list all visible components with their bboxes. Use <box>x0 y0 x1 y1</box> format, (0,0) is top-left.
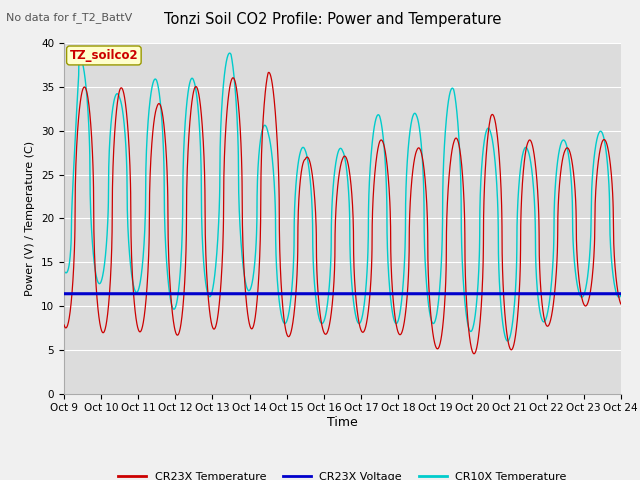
CR23X Voltage <box>617 291 625 297</box>
CR10X Temperature <box>504 338 511 344</box>
CR10X Temperature <box>274 282 282 288</box>
CR23X Temperature <box>274 148 282 154</box>
CR23X Voltage <box>606 291 614 297</box>
CR10X Temperature <box>60 268 68 274</box>
CR23X Voltage <box>60 291 68 297</box>
CR23X Voltage <box>157 291 164 297</box>
Text: TZ_soilco2: TZ_soilco2 <box>70 49 138 62</box>
CR10X Temperature <box>547 292 554 298</box>
CR10X Temperature <box>298 145 306 151</box>
CR10X Temperature <box>226 50 234 56</box>
CR10X Temperature <box>617 292 625 298</box>
CR10X Temperature <box>124 214 131 220</box>
CR23X Temperature <box>265 70 273 75</box>
CR23X Voltage <box>274 291 282 297</box>
CR10X Temperature <box>606 237 614 242</box>
Text: Tonzi Soil CO2 Profile: Power and Temperature: Tonzi Soil CO2 Profile: Power and Temper… <box>164 12 502 27</box>
CR23X Temperature <box>606 160 614 166</box>
CR10X Temperature <box>157 102 164 108</box>
CR23X Voltage <box>124 291 131 297</box>
Line: CR10X Temperature: CR10X Temperature <box>64 53 621 341</box>
Y-axis label: Power (V) / Temperature (C): Power (V) / Temperature (C) <box>26 141 35 296</box>
Text: No data for f_T2_BattV: No data for f_T2_BattV <box>6 12 132 23</box>
X-axis label: Time: Time <box>327 416 358 429</box>
CR23X Temperature <box>298 166 306 171</box>
CR23X Temperature <box>470 351 478 357</box>
CR23X Temperature <box>124 121 131 127</box>
CR23X Temperature <box>157 103 164 108</box>
CR23X Voltage <box>298 291 305 297</box>
CR23X Temperature <box>617 301 625 307</box>
CR23X Temperature <box>547 319 554 324</box>
CR23X Temperature <box>60 322 68 328</box>
Legend: CR23X Temperature, CR23X Voltage, CR10X Temperature: CR23X Temperature, CR23X Voltage, CR10X … <box>113 467 572 480</box>
CR23X Voltage <box>546 291 554 297</box>
Line: CR23X Temperature: CR23X Temperature <box>64 72 621 354</box>
